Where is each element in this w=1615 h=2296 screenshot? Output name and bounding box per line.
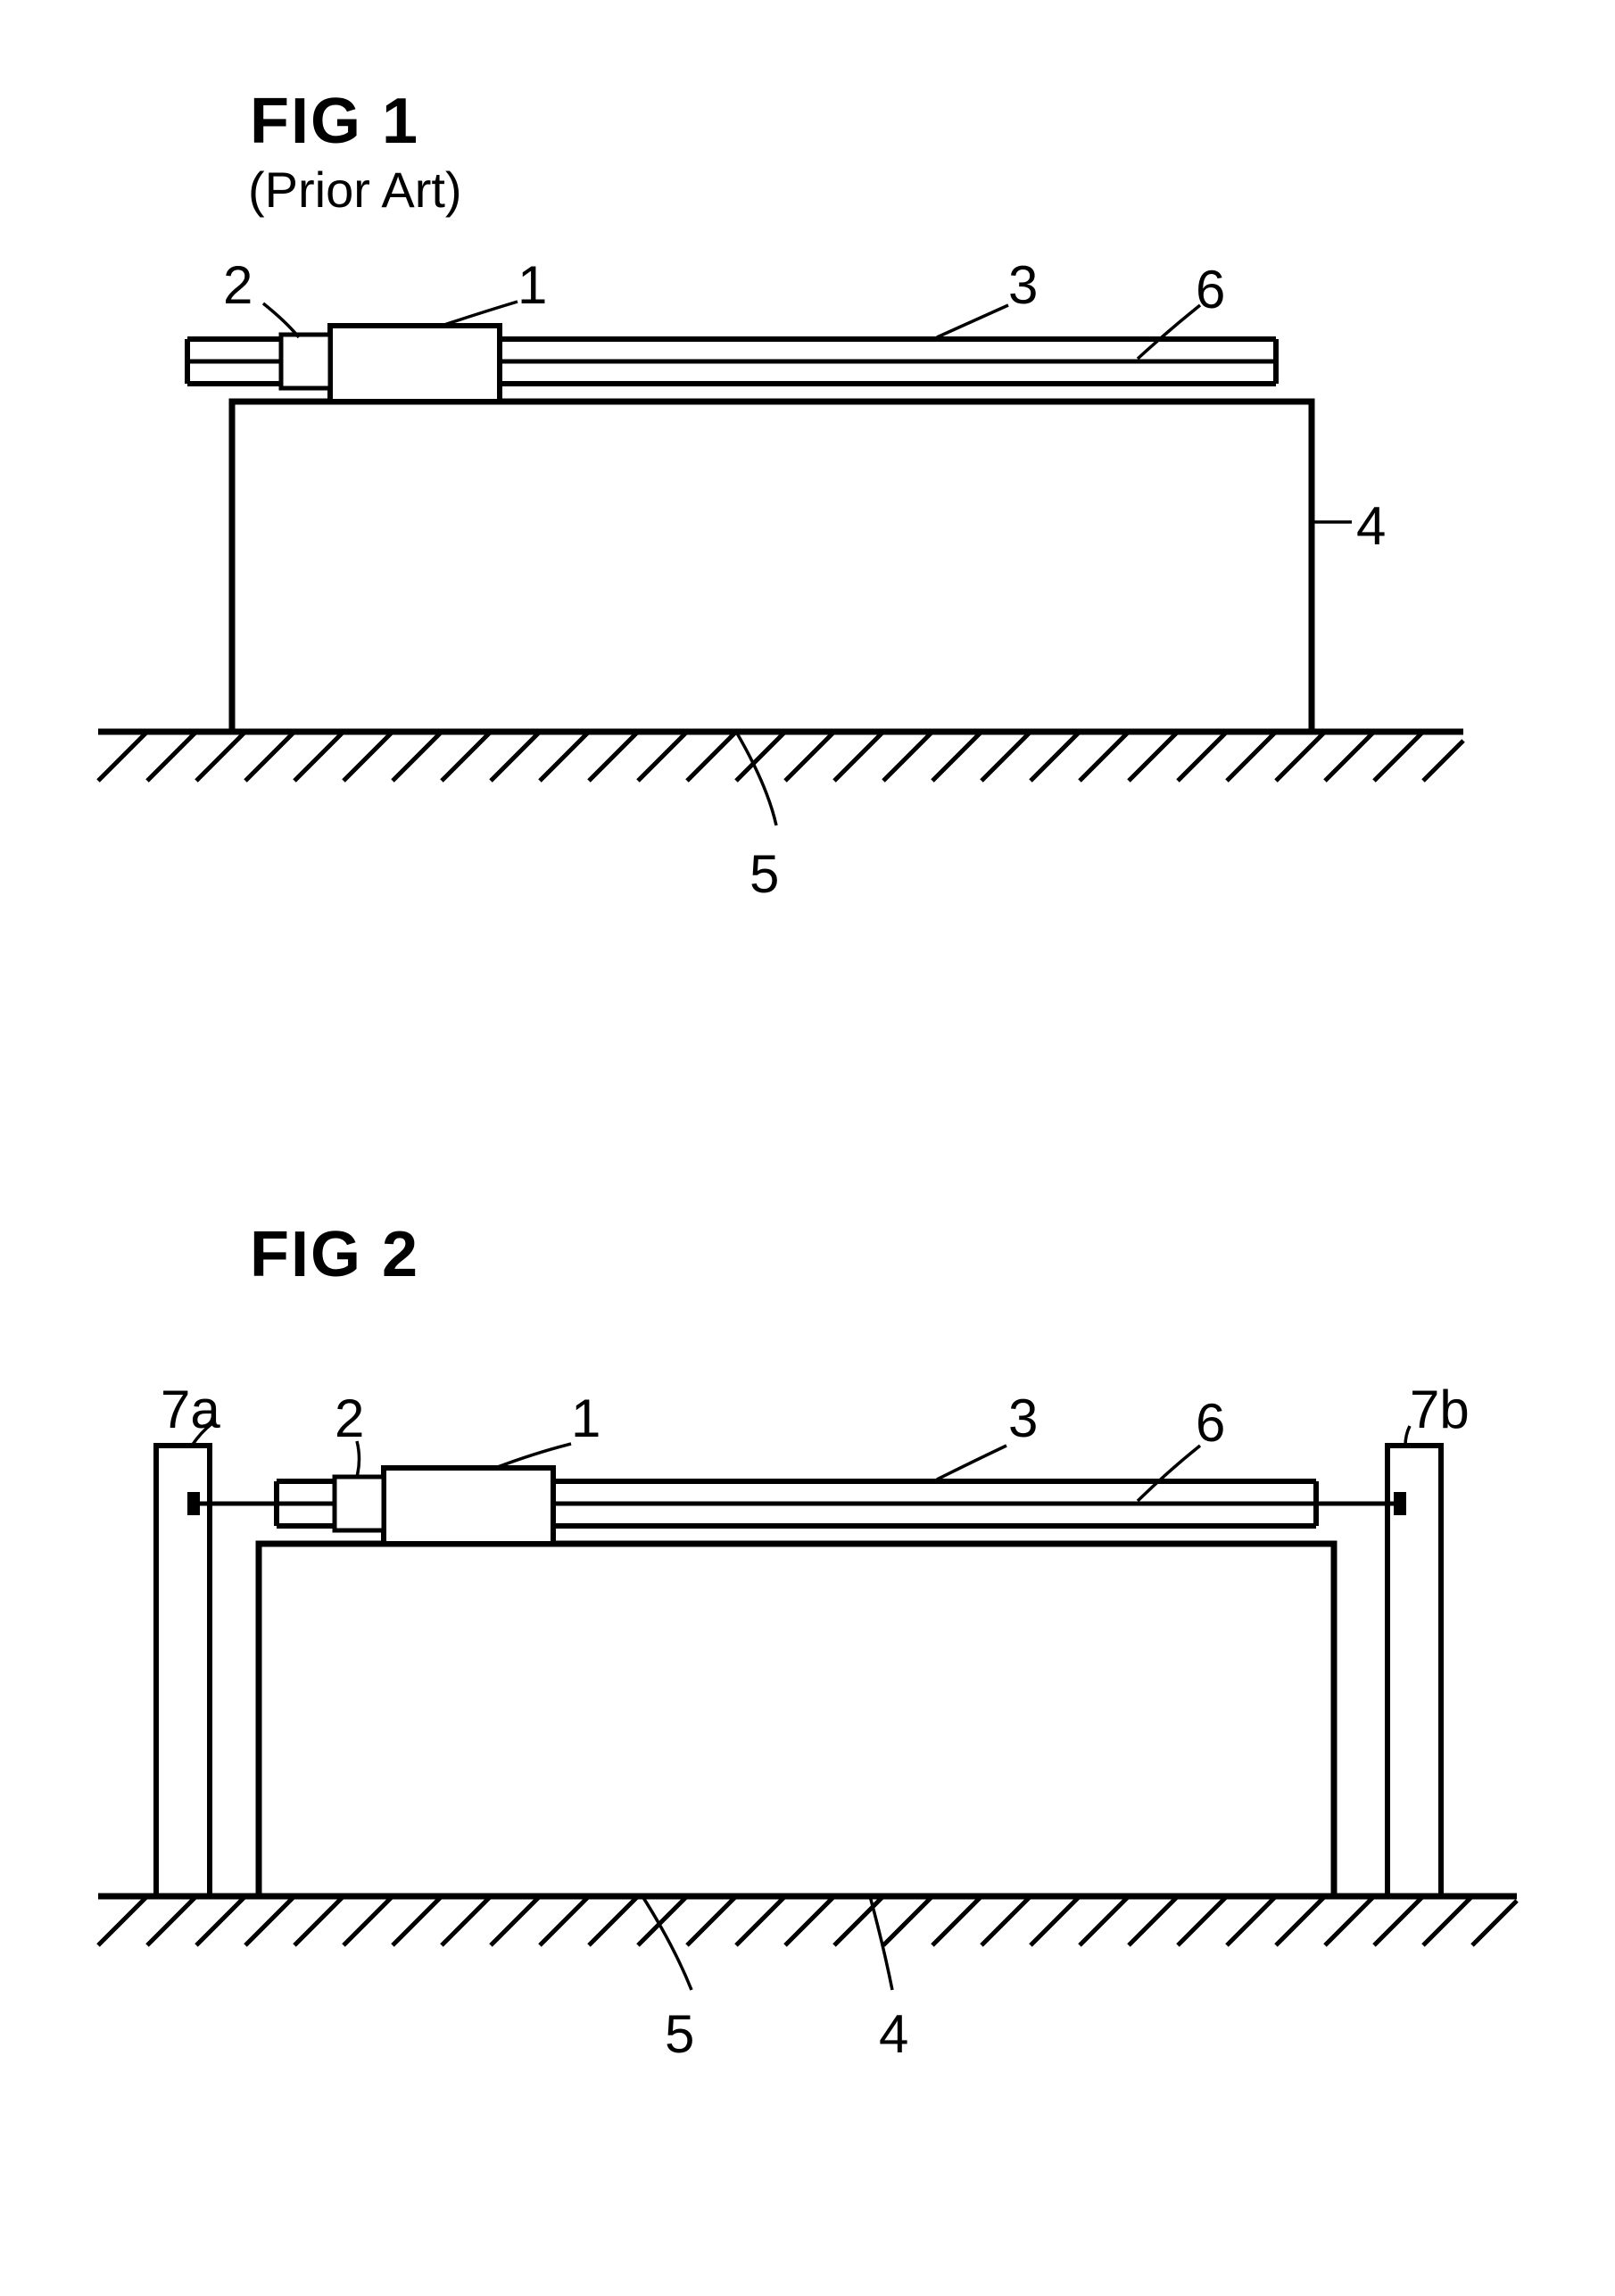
fig1-drawing bbox=[0, 286, 1615, 910]
fig2-drawing bbox=[0, 1419, 1615, 2088]
fig2-title: FIG 2 bbox=[250, 1218, 419, 1291]
fig1-subtitle: (Prior Art) bbox=[248, 161, 462, 219]
page: FIG 1 (Prior Art) 2 1 3 6 4 5 bbox=[0, 0, 1615, 2296]
fig1-title: FIG 1 bbox=[250, 85, 419, 158]
